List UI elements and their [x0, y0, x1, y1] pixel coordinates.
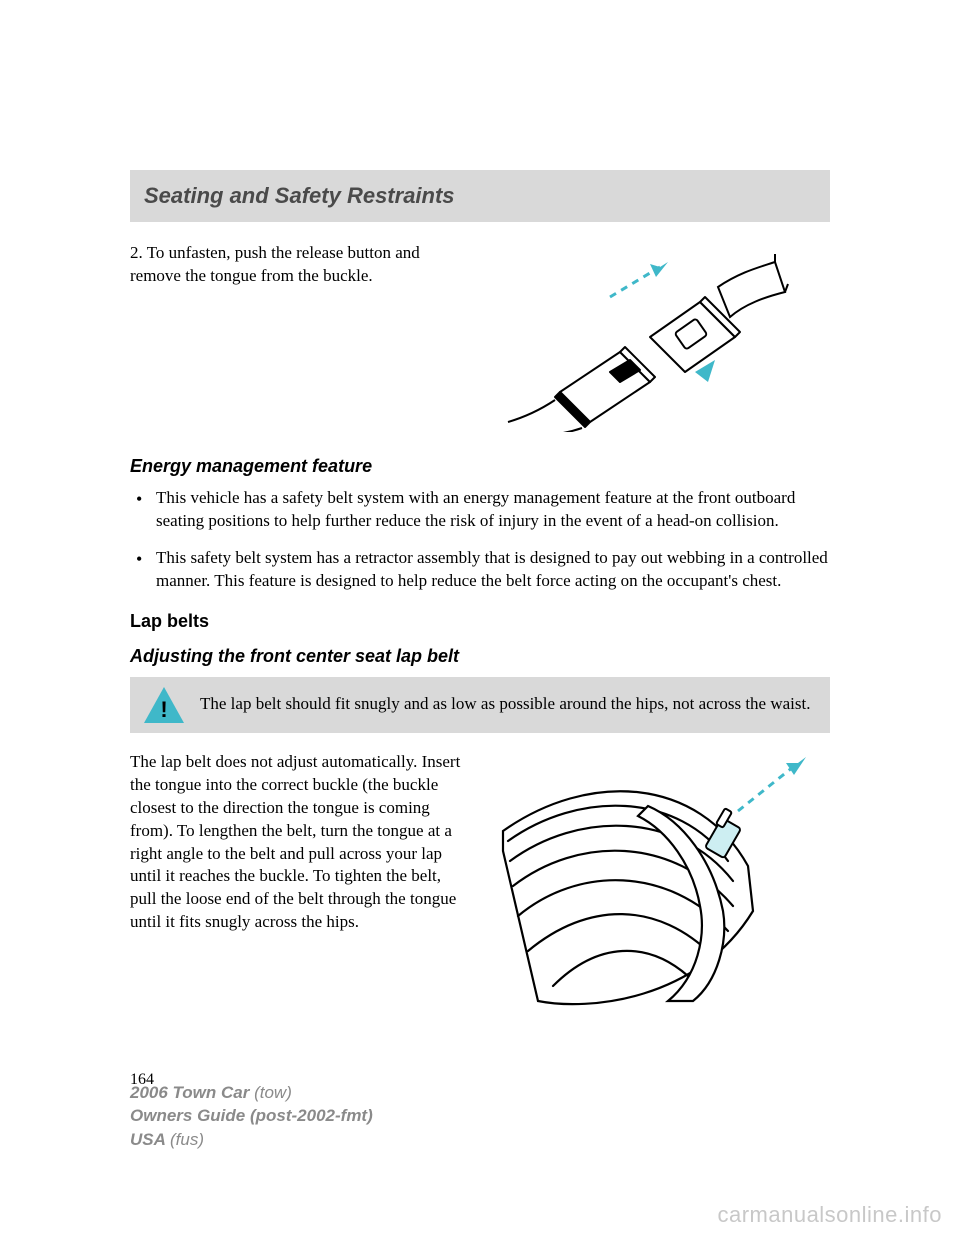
- watermark: carmanualsonline.info: [717, 1202, 942, 1228]
- energy-bullet-1: This vehicle has a safety belt system wi…: [130, 487, 830, 533]
- lap-sub: Adjusting the front center seat lap belt: [130, 646, 830, 667]
- lap-row: The lap belt does not adjust automatical…: [130, 751, 830, 1011]
- footer-line-3: USA (fus): [130, 1128, 373, 1152]
- footer: 2006 Town Car (tow) Owners Guide (post-2…: [130, 1081, 373, 1152]
- warning-icon: !: [142, 685, 186, 725]
- energy-bullet-2: This safety belt system has a retractor …: [130, 547, 830, 593]
- buckle-diagram: [470, 242, 830, 432]
- footer-code3: (fus): [170, 1130, 204, 1149]
- svg-text:!: !: [160, 697, 167, 722]
- energy-heading: Energy management feature: [130, 456, 830, 477]
- page-content: Seating and Safety Restraints 2. To unfa…: [130, 170, 830, 1089]
- buckle-release-svg: [500, 242, 800, 432]
- footer-guide: Owners Guide (post-2002-fmt): [130, 1106, 373, 1125]
- lap-diagram: [486, 751, 830, 1011]
- footer-line-2: Owners Guide (post-2002-fmt): [130, 1104, 373, 1128]
- lap-heading: Lap belts: [130, 611, 830, 632]
- step2-row: 2. To unfasten, push the release button …: [130, 242, 830, 432]
- energy-bullets: This vehicle has a safety belt system wi…: [130, 487, 830, 593]
- warning-text: The lap belt should fit snugly and as lo…: [200, 693, 811, 716]
- step2-text: 2. To unfasten, push the release button …: [130, 242, 450, 432]
- warning-box: ! The lap belt should fit snugly and as …: [130, 677, 830, 733]
- footer-model: 2006 Town Car: [130, 1083, 254, 1102]
- footer-code1: (tow): [254, 1083, 292, 1102]
- footer-line-1: 2006 Town Car (tow): [130, 1081, 373, 1105]
- lap-belt-svg: [498, 751, 818, 1011]
- footer-region: USA: [130, 1130, 170, 1149]
- lap-para: The lap belt does not adjust automatical…: [130, 751, 470, 1011]
- section-header: Seating and Safety Restraints: [130, 170, 830, 222]
- section-title: Seating and Safety Restraints: [144, 183, 455, 209]
